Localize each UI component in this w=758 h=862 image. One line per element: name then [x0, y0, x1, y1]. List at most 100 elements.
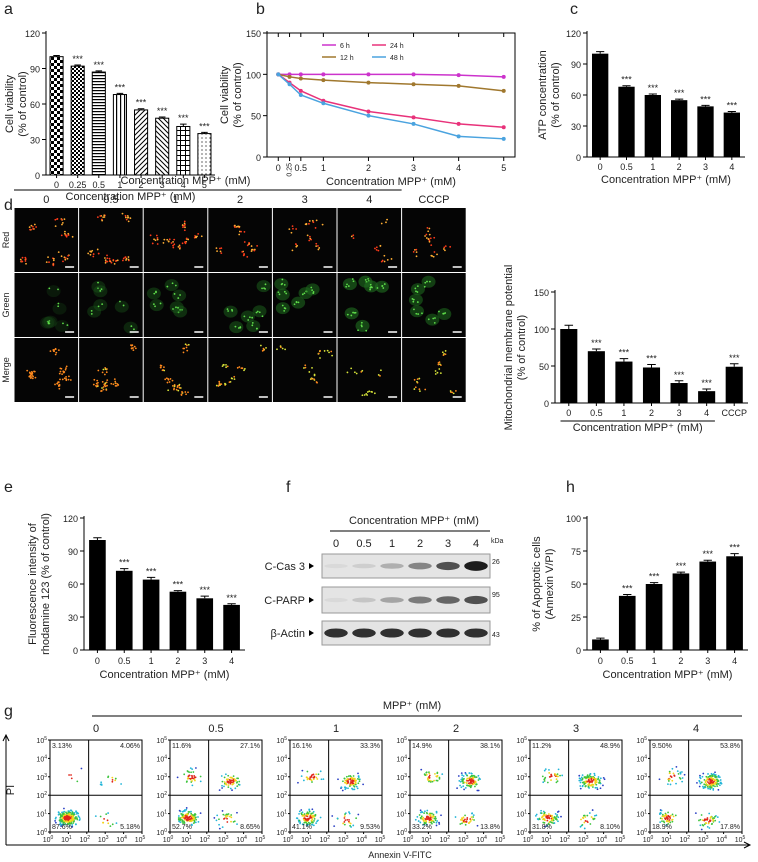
- significance: ***: [729, 353, 740, 363]
- puncta: [104, 259, 107, 262]
- x-tick-label: 100: [43, 835, 54, 844]
- event: [708, 777, 711, 780]
- tick-exponent: 3: [44, 773, 47, 779]
- event: [64, 823, 67, 825]
- y-tick-label: 100: [516, 828, 527, 837]
- x-axis-title: Concentration MPP⁺ (mM): [573, 422, 703, 434]
- event: [460, 817, 463, 820]
- puncta: [231, 377, 234, 380]
- event: [584, 816, 587, 818]
- event: [354, 782, 357, 785]
- event: [223, 776, 226, 779]
- significance: ***: [619, 348, 630, 358]
- event: [61, 814, 63, 817]
- tick-base: 10: [276, 756, 284, 763]
- tick-exponent: 0: [651, 835, 654, 841]
- micrograph: [143, 208, 208, 272]
- event: [347, 787, 349, 790]
- puncta: [64, 368, 67, 371]
- panel-letter: c: [570, 1, 578, 18]
- event: [299, 822, 301, 825]
- puncta: [103, 383, 106, 386]
- puncta: [369, 288, 372, 291]
- puncta: [432, 255, 435, 258]
- puncta: [434, 317, 436, 319]
- event: [431, 780, 434, 783]
- band: [380, 628, 404, 638]
- event: [311, 808, 314, 811]
- event: [466, 817, 469, 819]
- significance: ***: [94, 60, 105, 70]
- event: [73, 811, 76, 814]
- puncta: [321, 223, 324, 226]
- puncta: [444, 249, 446, 252]
- event: [436, 820, 439, 822]
- event: [476, 824, 479, 827]
- puncta: [152, 303, 155, 306]
- event: [716, 816, 719, 819]
- error-bar: [596, 637, 605, 640]
- puncta: [173, 293, 176, 295]
- panel-letter: a: [4, 1, 13, 18]
- x-tick-label: 103: [218, 835, 229, 844]
- event: [232, 778, 235, 781]
- event: [177, 815, 180, 817]
- bar: [618, 86, 635, 157]
- puncta: [306, 234, 309, 237]
- plot-frame: [649, 739, 743, 833]
- event: [434, 816, 437, 818]
- kda-label: 26: [492, 559, 500, 566]
- event: [184, 814, 187, 817]
- tick-exponent: 2: [207, 835, 210, 841]
- event: [440, 814, 442, 817]
- event: [300, 809, 303, 811]
- puncta: [281, 282, 284, 285]
- quadrant-percent: 9.53%: [360, 824, 380, 831]
- event: [462, 775, 465, 777]
- puncta: [56, 217, 59, 220]
- tick-base: 10: [276, 830, 284, 837]
- tick-exponent: 4: [524, 754, 527, 760]
- puncta: [238, 233, 241, 236]
- quadrant-percent: 87.6%: [52, 824, 72, 831]
- event: [548, 769, 550, 771]
- event: [596, 786, 598, 789]
- y-tick-label: 150: [246, 29, 261, 39]
- cell-glow: [173, 305, 188, 318]
- tick-exponent: 5: [143, 835, 146, 841]
- event: [348, 812, 351, 815]
- event: [546, 824, 548, 827]
- event: [72, 815, 74, 818]
- puncta: [58, 387, 61, 390]
- puncta: [296, 244, 299, 247]
- event: [344, 779, 347, 782]
- tick-base: 10: [276, 812, 284, 819]
- puncta: [428, 280, 431, 283]
- x-tick-label: 3: [705, 656, 710, 666]
- event: [668, 819, 671, 821]
- event: [475, 783, 478, 786]
- column-label: 1: [172, 194, 178, 206]
- row-label: Merge: [1, 357, 11, 383]
- event: [190, 810, 192, 813]
- x-tick-label: 4: [456, 163, 461, 173]
- y-tick-label: 30: [68, 613, 78, 623]
- x-tick-label: 4: [729, 162, 734, 172]
- event: [190, 820, 193, 822]
- point: [411, 82, 416, 87]
- event: [474, 780, 477, 783]
- event: [664, 817, 666, 820]
- quadrant-percent: 18.9%: [652, 824, 672, 831]
- y-tick-label: 100: [246, 70, 261, 80]
- puncta: [57, 251, 60, 254]
- event: [544, 819, 546, 822]
- error-bar: [730, 553, 739, 557]
- cell-glow: [275, 302, 290, 315]
- event: [177, 818, 180, 821]
- puncta: [281, 278, 284, 281]
- event: [319, 816, 322, 819]
- puncta: [416, 301, 419, 303]
- event: [192, 814, 194, 816]
- significance: ***: [701, 378, 712, 388]
- event: [303, 813, 306, 815]
